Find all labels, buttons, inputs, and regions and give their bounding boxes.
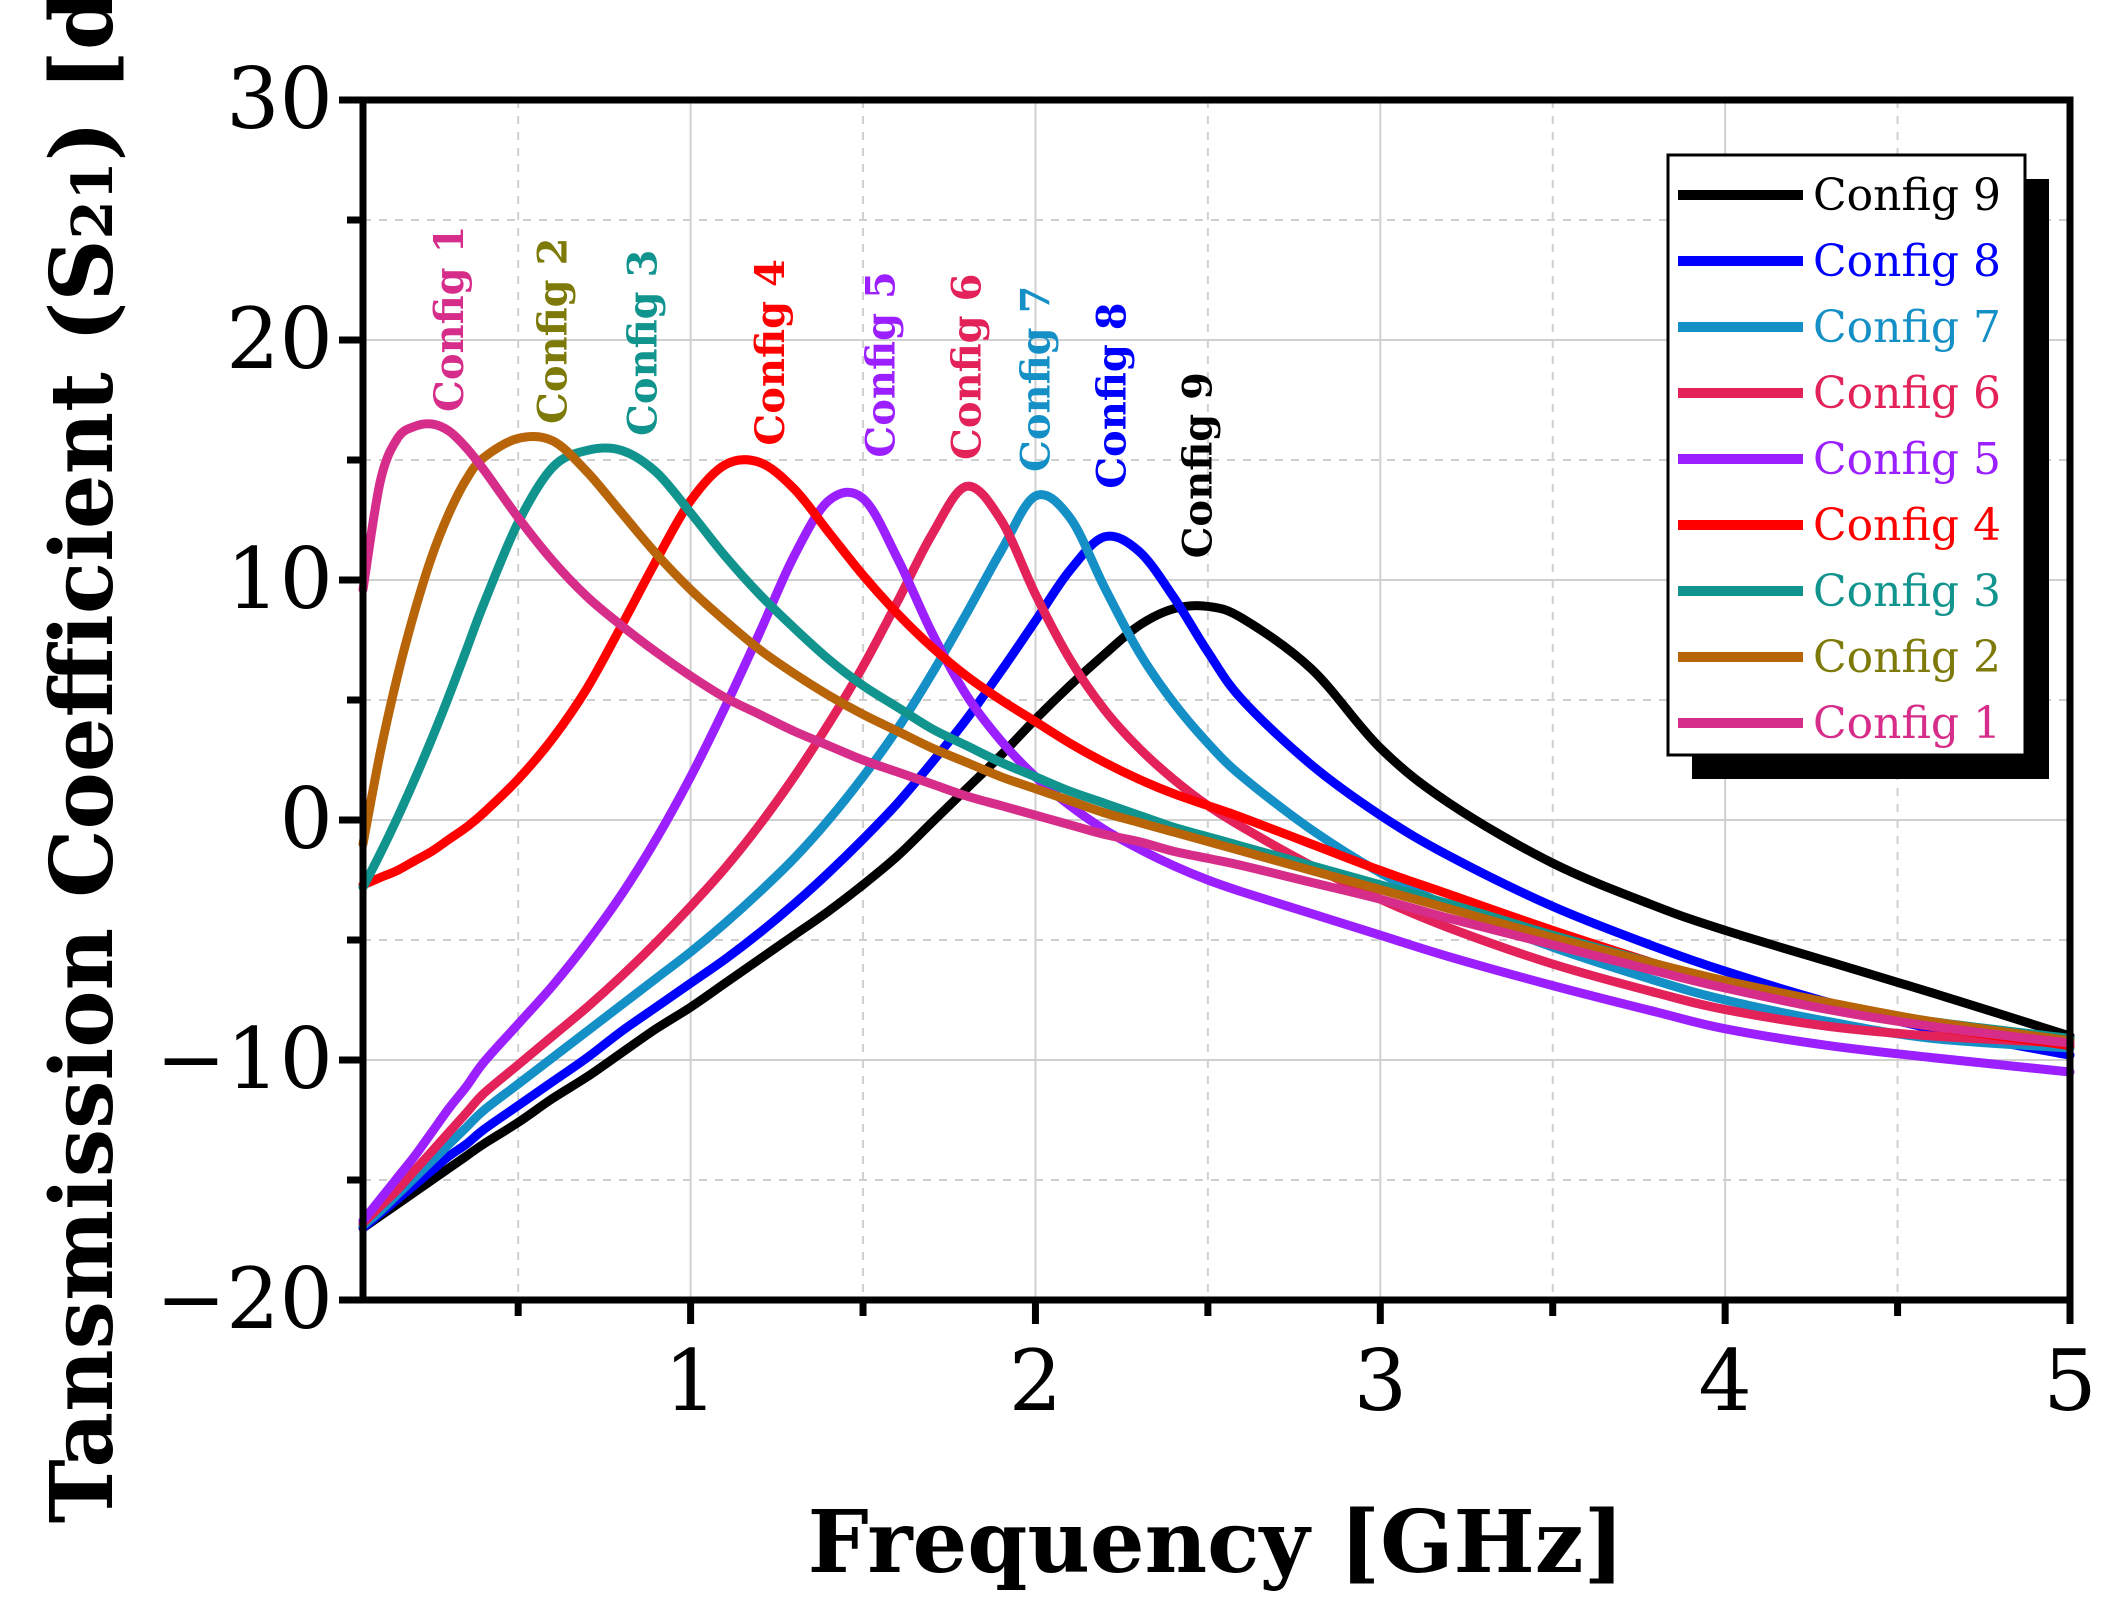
- series-config-8: [358, 531, 2075, 1233]
- series-config-5: [358, 487, 2075, 1226]
- peak-label-config-8: Config 8: [1088, 302, 1135, 488]
- legend-label: Config 4: [1813, 500, 2001, 551]
- y-axis-title-tail: ) [dB]: [32, 0, 133, 161]
- peak-label-config-3: Config 3: [619, 250, 666, 436]
- y-tick-label: 20: [226, 290, 333, 388]
- legend-label: Config 7: [1813, 302, 2001, 353]
- y-tick-label: 10: [226, 530, 333, 628]
- peak-label-config-5: Config 5: [857, 271, 904, 457]
- series-config-1: [358, 419, 2075, 1048]
- y-axis-title-main: Tansmission Coefficient (S: [32, 239, 133, 1523]
- y-axis-title: Tansmission Coefficient (S21) [dB]: [32, 0, 133, 1523]
- axis-ticks: [339, 96, 2074, 1324]
- peak-labels: Config 1 Config 2 Config 3 Config 4 Config 5…: [426, 226, 1221, 559]
- series-config-9: [358, 601, 2075, 1233]
- x-tick-label: 3: [1354, 1332, 1407, 1430]
- legend-label: Config 8: [1813, 236, 2001, 287]
- y-tick-label: −10: [156, 1010, 333, 1108]
- legend-label: Config 9: [1813, 170, 2001, 221]
- series-config-4: [358, 455, 2075, 1051]
- x-tick-label: 5: [2043, 1332, 2096, 1430]
- y-tick-label: 30: [226, 50, 333, 148]
- y-axis-title-subscript: 21: [60, 161, 126, 239]
- series-config-6: [358, 481, 2075, 1228]
- legend-label: Config 3: [1813, 566, 2001, 617]
- legend-label: Config 2: [1813, 632, 2001, 683]
- x-tick-label: 1: [664, 1332, 717, 1430]
- legend-label: Config 1: [1813, 698, 2001, 749]
- series-curves: [358, 419, 2075, 1233]
- peak-label-config-6: Config 6: [944, 274, 991, 460]
- peak-label-config-7: Config 7: [1013, 286, 1060, 472]
- legend-label: Config 5: [1813, 434, 2001, 485]
- peak-label-config-2: Config 2: [530, 238, 577, 424]
- x-tick-label: 2: [1009, 1332, 1062, 1430]
- series-config-2: [358, 431, 2075, 1046]
- y-tick-label: −20: [156, 1250, 333, 1348]
- legend: Config 9 Config 8 Config 7 Config 6 Config 5…: [1666, 153, 2049, 779]
- x-axis-title: Frequency [GHz]: [808, 1492, 1625, 1593]
- y-tick-label: 0: [280, 770, 333, 868]
- tick-labels: 1 2 3 4 5 −20 −10 0 10 20 30: [156, 50, 2097, 1430]
- peak-label-config-4: Config 4: [747, 259, 794, 445]
- x-tick-label: 4: [1698, 1332, 1751, 1430]
- peak-label-config-9: Config 9: [1175, 372, 1222, 558]
- peak-label-config-1: Config 1: [426, 226, 473, 412]
- legend-label: Config 6: [1813, 368, 2001, 419]
